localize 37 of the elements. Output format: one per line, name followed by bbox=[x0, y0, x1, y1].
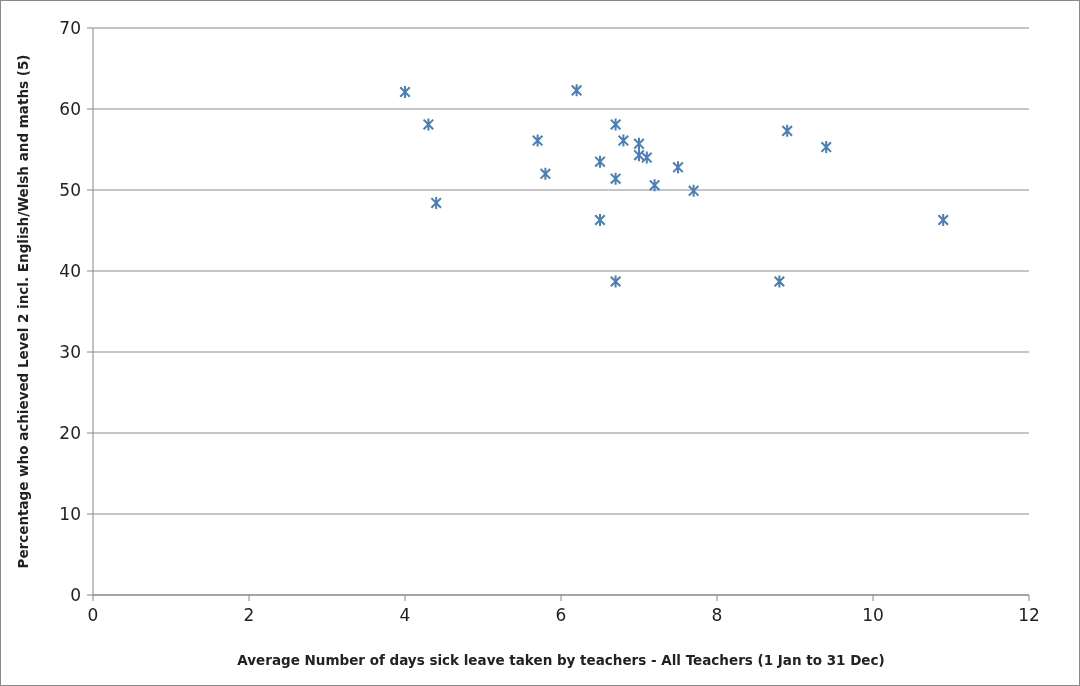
y-tick-label: 60 bbox=[59, 98, 81, 119]
point bbox=[609, 274, 622, 289]
point bbox=[820, 140, 832, 155]
y-tick-label: 10 bbox=[59, 503, 81, 524]
x-tick-label: 10 bbox=[862, 605, 884, 625]
y-tick-label: 40 bbox=[59, 260, 81, 281]
y-tick-label: 0 bbox=[70, 584, 81, 605]
point bbox=[773, 274, 786, 289]
point bbox=[609, 117, 622, 132]
y-tick-label: 50 bbox=[59, 179, 81, 200]
point bbox=[672, 160, 684, 175]
point bbox=[648, 178, 661, 193]
x-tick-label: 2 bbox=[243, 605, 255, 625]
y-tick-label: 20 bbox=[59, 422, 81, 443]
x-tick-label: 8 bbox=[711, 605, 723, 625]
point bbox=[570, 83, 583, 98]
point bbox=[531, 133, 544, 148]
point bbox=[422, 117, 435, 132]
point bbox=[687, 183, 700, 198]
y-axis-title: Percentage who achieved Level 2 incl. English/Welsh and maths (5) bbox=[15, 54, 31, 569]
x-tick-label: 6 bbox=[555, 605, 567, 625]
point bbox=[781, 123, 793, 138]
x-tick-label: 4 bbox=[399, 605, 411, 625]
point bbox=[617, 133, 630, 148]
point bbox=[539, 166, 552, 181]
y-tick-label: 70 bbox=[59, 17, 81, 38]
point bbox=[937, 212, 949, 227]
point bbox=[430, 195, 442, 210]
point bbox=[399, 84, 411, 99]
point bbox=[594, 154, 606, 169]
x-axis-title: Average Number of days sick leave taken by teachers - All Teachers (1 Jan to 31 Dec) bbox=[237, 652, 885, 668]
x-tick-label: 0 bbox=[87, 605, 99, 625]
y-tick-label: 30 bbox=[59, 341, 81, 362]
point bbox=[594, 212, 606, 227]
point bbox=[633, 136, 645, 151]
x-tick-label: 12 bbox=[1018, 605, 1040, 625]
point bbox=[609, 171, 622, 186]
